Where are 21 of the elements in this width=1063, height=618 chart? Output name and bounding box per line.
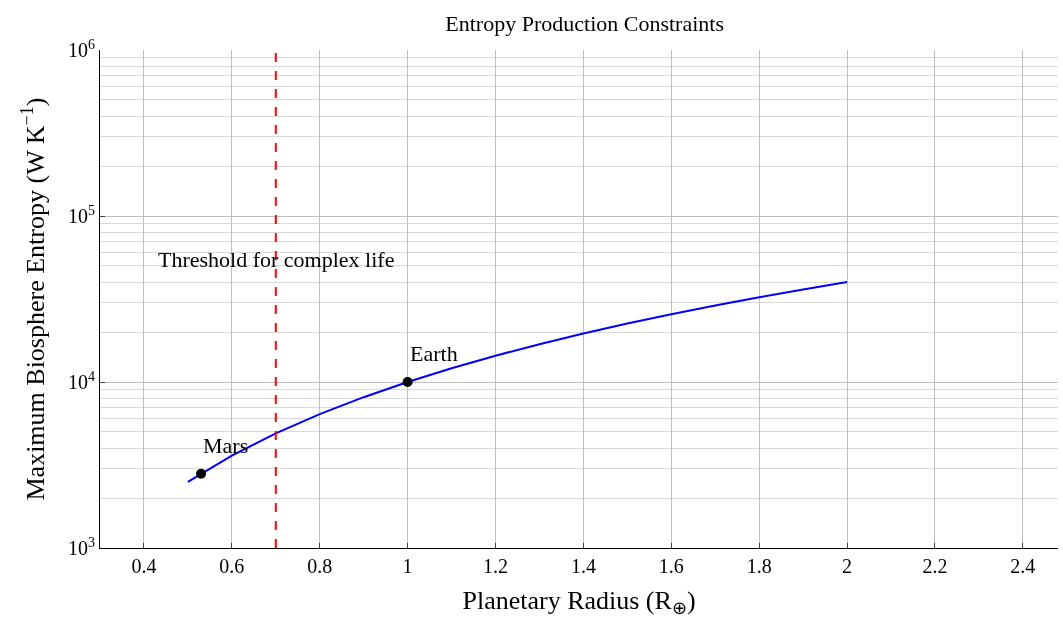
x-tick-label: 0.4 xyxy=(131,555,157,577)
x-tick-label: 2.2 xyxy=(922,555,948,577)
annotation: Earth xyxy=(410,341,458,366)
chart-title: Entropy Production Constraints xyxy=(445,10,724,36)
x-tick-label: 1.4 xyxy=(570,555,596,577)
y-tick-label: 10$^{5}$ xyxy=(68,202,95,227)
annotation: Mars xyxy=(203,433,249,458)
y-tick-label: 10$^{4}$ xyxy=(68,368,95,393)
x-tick-label: 0.6 xyxy=(219,555,245,577)
x-tick-label: 2.4 xyxy=(1010,555,1036,577)
ref-line-label: Threshold for complex life xyxy=(158,247,395,272)
y-tick-label: 10$^{6}$ xyxy=(68,36,95,61)
x-tick-label: 1 xyxy=(402,555,413,577)
line-series xyxy=(186,281,849,483)
x-tick-label: 1.6 xyxy=(658,555,684,577)
y-tick-label: 10$^{3}$ xyxy=(68,534,95,559)
x-tick-label: 0.8 xyxy=(307,555,333,577)
x-axis-title: Planetary Radius (R$_{⊕}$) xyxy=(462,585,696,618)
x-tick-label: 1.8 xyxy=(746,555,772,577)
x-tick-label: 1.2 xyxy=(483,555,508,577)
x-tick-label: 2 xyxy=(842,555,853,577)
